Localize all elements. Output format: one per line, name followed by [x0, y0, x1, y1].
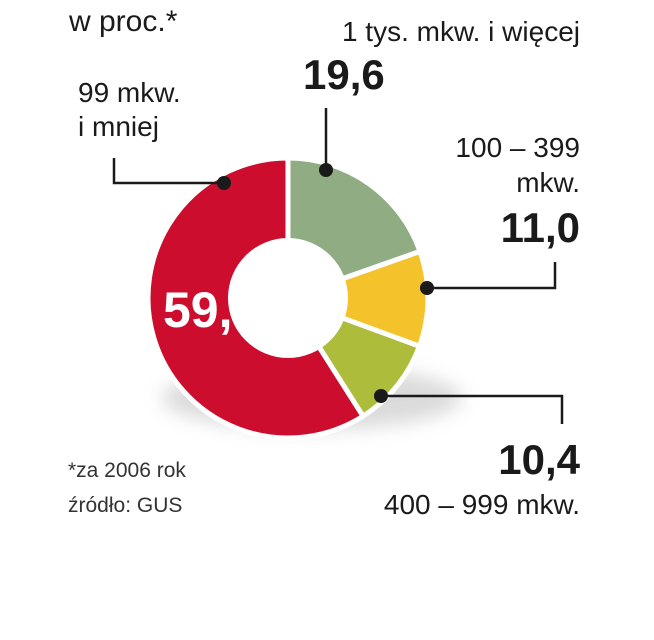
- donut-hole: [228, 238, 348, 358]
- slice-value-1-tys: 19,6: [303, 51, 385, 98]
- slice-value-400-999: 10,4: [498, 436, 580, 483]
- leader-line-400-999: [381, 394, 564, 424]
- leader-line-100-399: [427, 262, 557, 290]
- leader-dot-99-mkw: [217, 176, 231, 190]
- footnote: *za 2006 rok: [68, 459, 186, 482]
- slice-value-99-mkw: 59,0: [163, 282, 260, 338]
- source-note: źródło: GUS: [68, 494, 182, 517]
- slice-label-100-399-line1: 100 – 399: [455, 132, 580, 163]
- slice-100-399: [285, 248, 431, 349]
- leader-lines: [112, 108, 564, 424]
- leader-dots: [217, 163, 434, 403]
- slice-label-1-tys: 1 tys. mkw. i więcej: [342, 16, 580, 47]
- leader-dot-1-tys: [319, 163, 333, 177]
- leader-dot-100-399: [420, 281, 434, 295]
- chart-title: w proc.*: [68, 5, 178, 38]
- slice-label-99-mkw-line2: i mniej: [78, 111, 159, 142]
- slice-value-100-399: 11,0: [501, 204, 580, 251]
- slice-label-400-999: 400 – 999 mkw.: [384, 489, 580, 520]
- slice-label-100-399-line2: mkw.: [516, 167, 580, 198]
- slice-label-99-mkw-line1: 99 mkw.: [78, 77, 181, 108]
- leader-line-99-mkw: [112, 158, 224, 185]
- leader-dot-400-999: [374, 389, 388, 403]
